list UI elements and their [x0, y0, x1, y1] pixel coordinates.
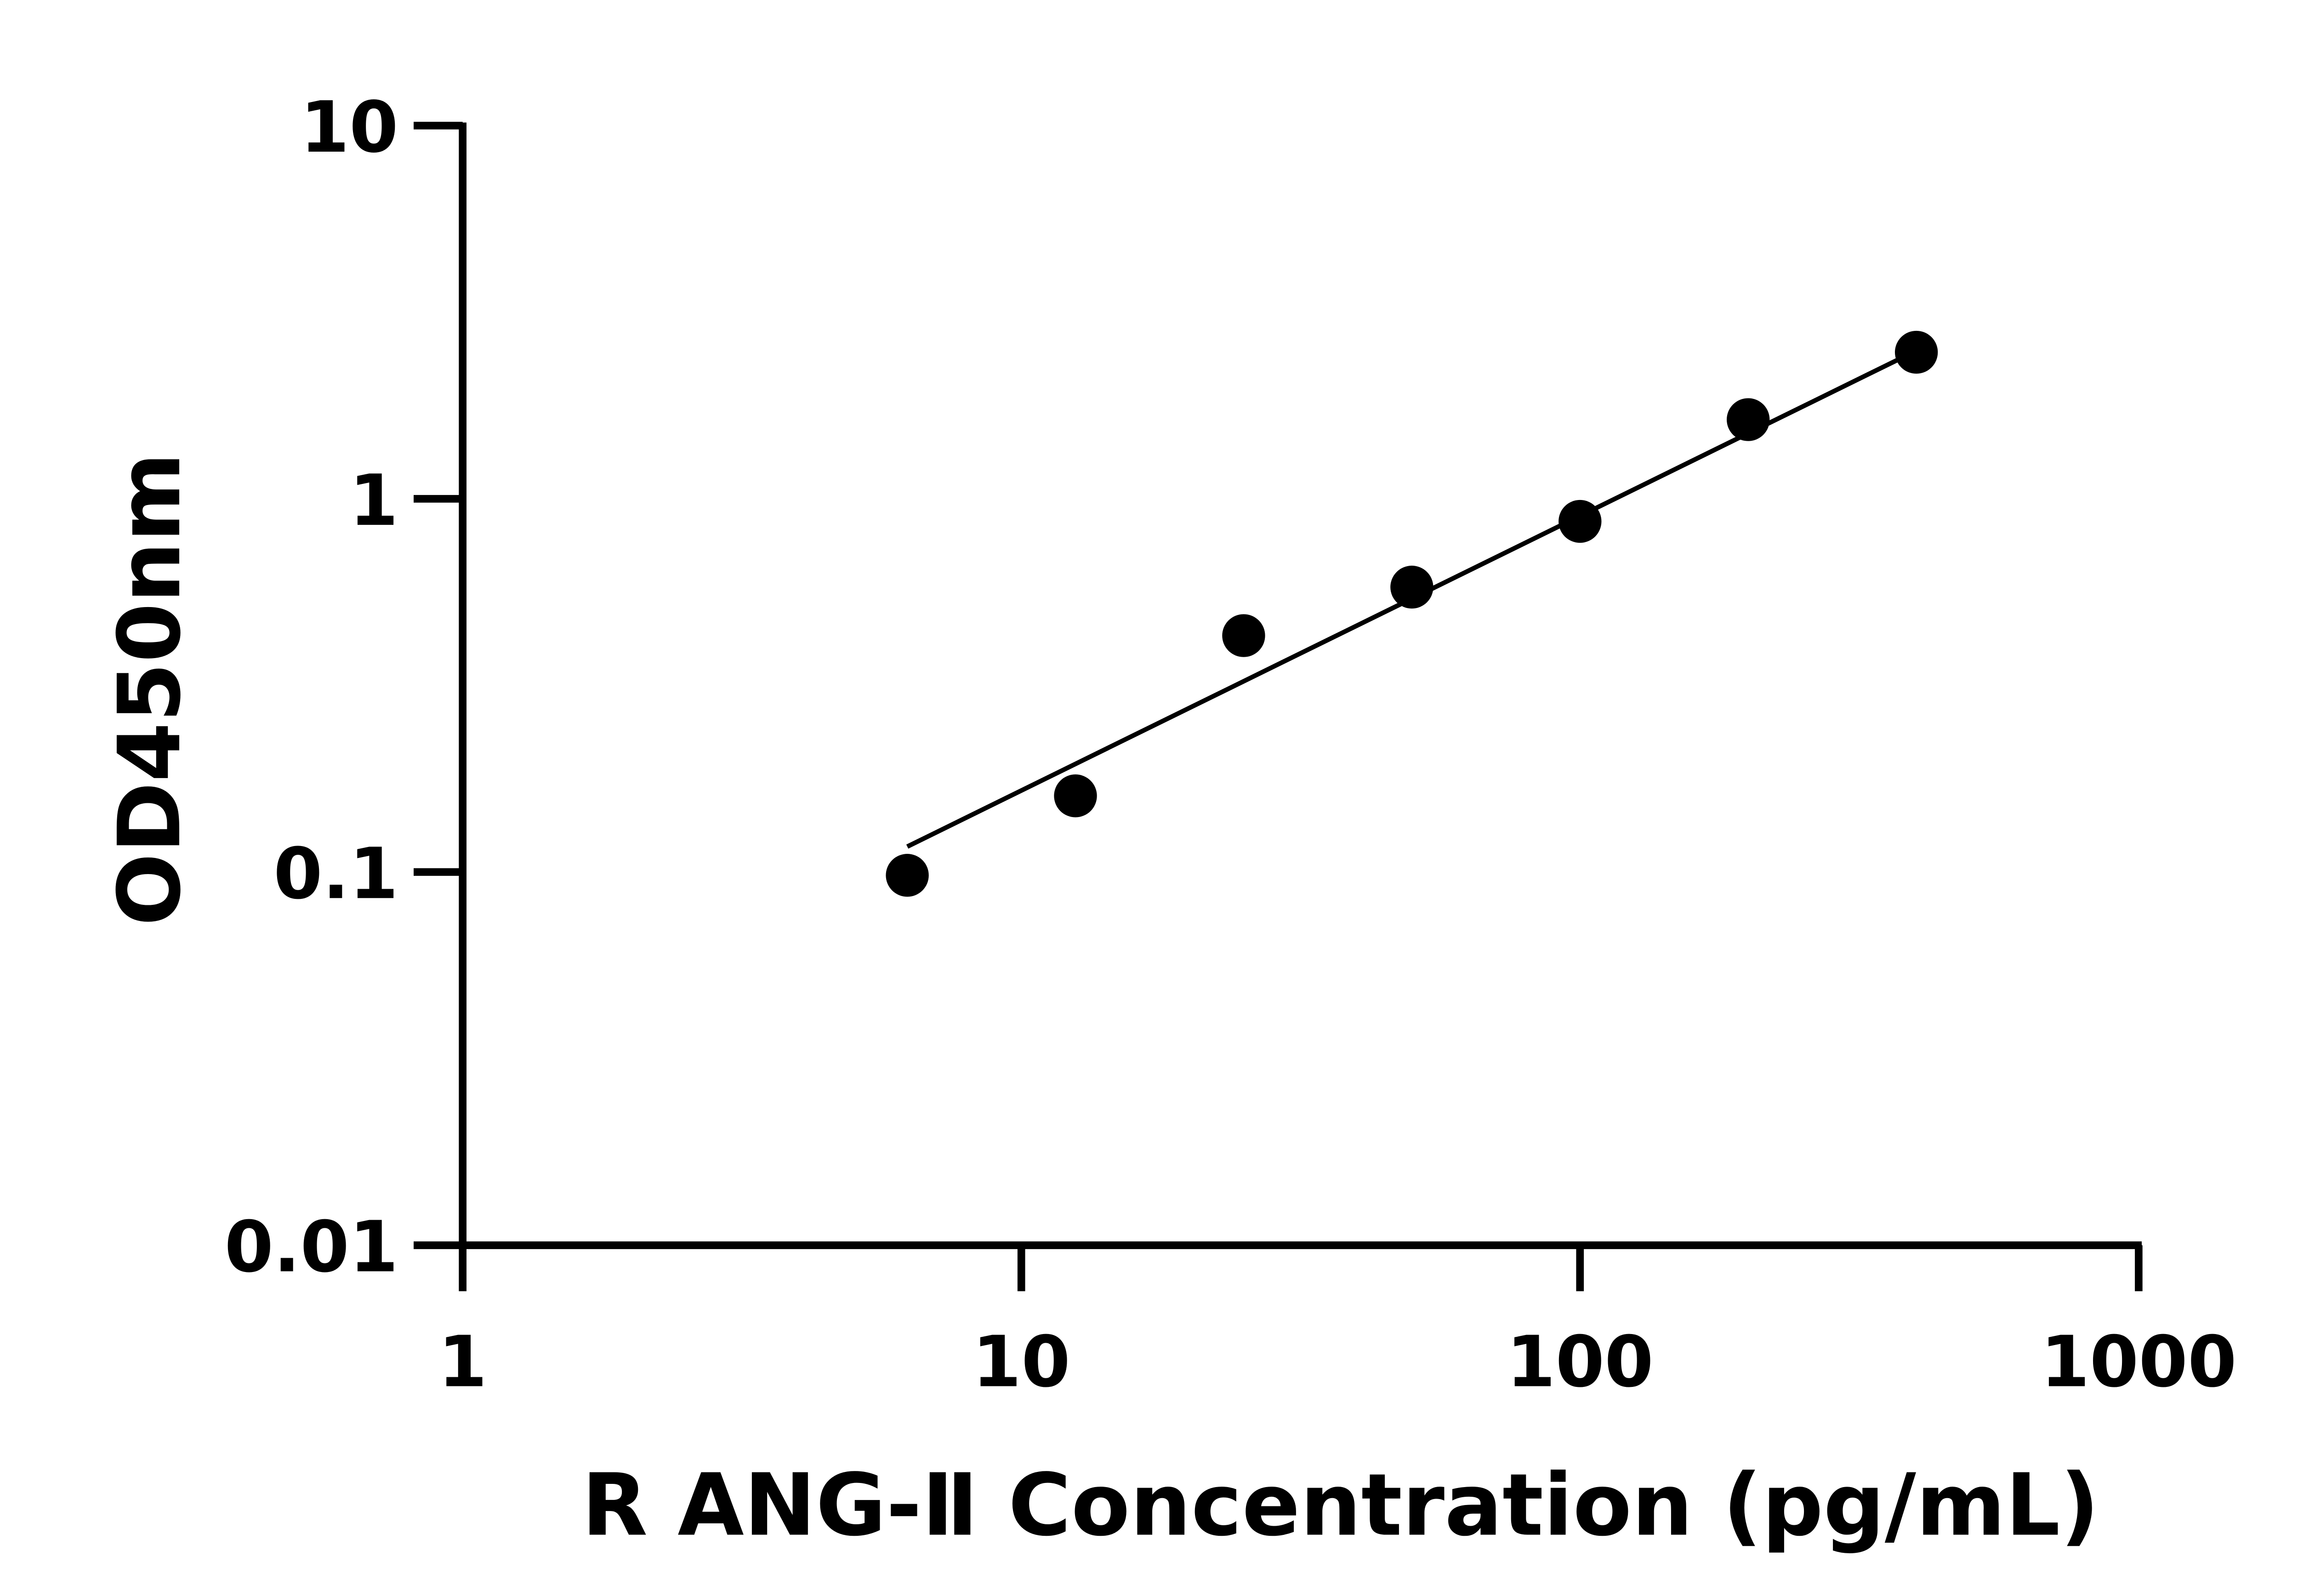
x-axis: 1 10 100 1000 — [438, 1241, 2237, 1403]
x-tick-label: 1 — [438, 1321, 487, 1403]
y-tick-label: 10 — [300, 87, 398, 169]
x-tick-label: 1000 — [2041, 1321, 2237, 1403]
x-tick-label: 100 — [1507, 1321, 1654, 1403]
y-axis: 0.01 0.1 1 10 — [224, 87, 466, 1288]
data-point — [886, 854, 929, 897]
y-tick-label: 0.01 — [224, 1206, 398, 1288]
data-point — [1559, 500, 1602, 543]
x-tick-label: 10 — [973, 1321, 1070, 1403]
x-axis-title: R ANG-Ⅱ Concentration (pg/mL) — [582, 1456, 2099, 1556]
y-axis-title: OD450nm — [100, 453, 200, 926]
y-tick-label: 1 — [349, 460, 398, 542]
data-point — [1054, 774, 1097, 818]
y-tick-label: 0.1 — [273, 833, 398, 915]
data-point — [1222, 614, 1265, 657]
data-point — [1390, 565, 1433, 609]
data-point — [1727, 398, 1770, 441]
data-point — [1894, 330, 1938, 374]
